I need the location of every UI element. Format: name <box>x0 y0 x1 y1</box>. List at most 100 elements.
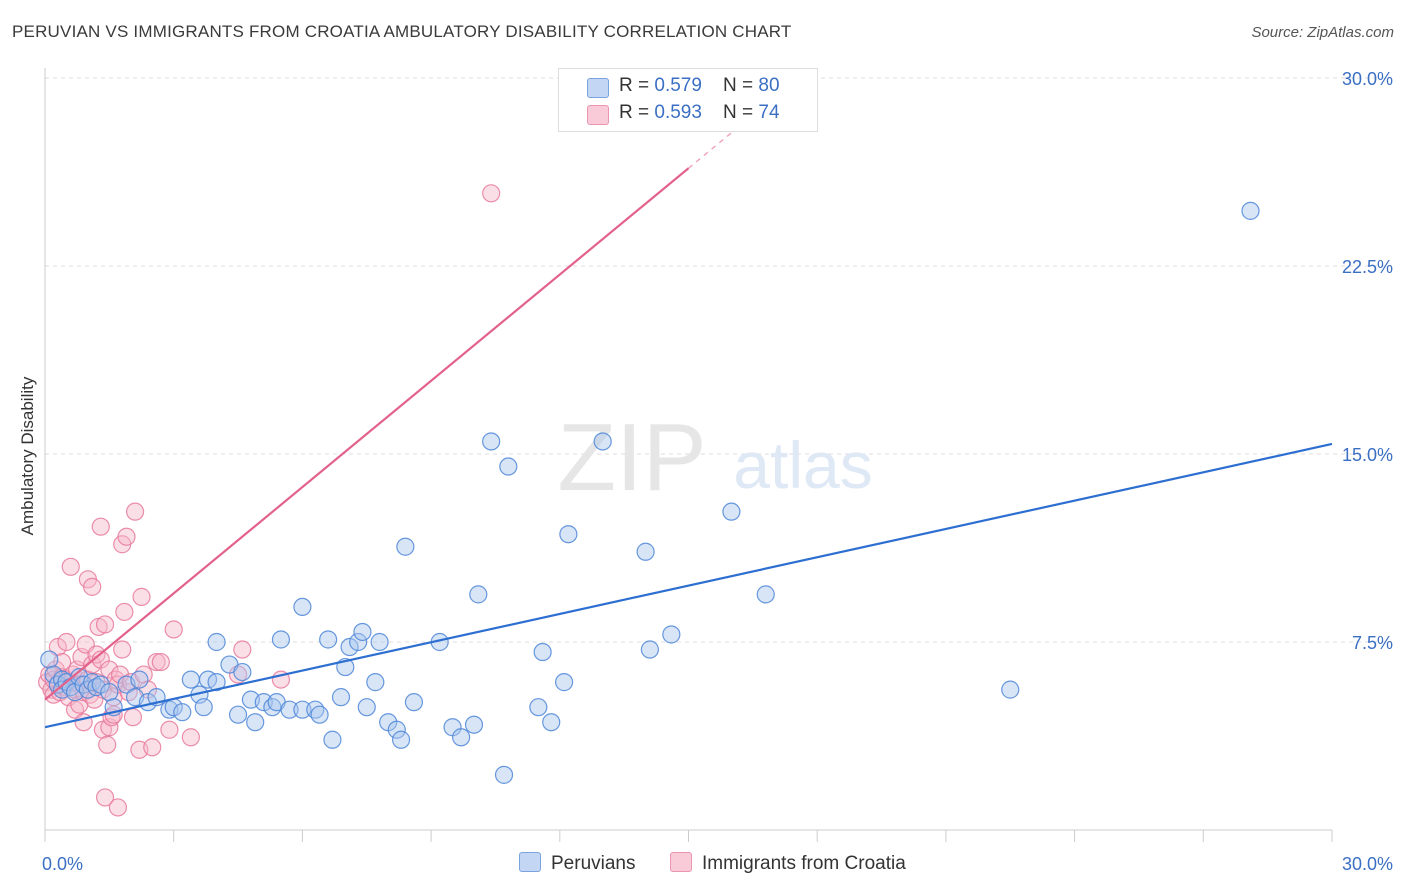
source-label: Source: ZipAtlas.com <box>1251 24 1394 41</box>
data-point-peruvian <box>100 683 119 702</box>
data-point-croatia <box>151 652 170 672</box>
data-point-croatia <box>91 517 110 536</box>
data-point-peruvian <box>357 698 376 717</box>
data-point-peruvian <box>662 625 681 644</box>
data-point-peruvian <box>722 502 741 521</box>
trend-line-peruvians <box>44 442 1333 729</box>
data-point-peruvian <box>310 705 329 724</box>
x-ticks <box>44 830 1333 842</box>
data-point-croatia <box>233 640 252 659</box>
data-point-peruvian <box>469 585 488 604</box>
data-point-croatia <box>123 708 143 727</box>
legend-r-value: 0.593 <box>654 102 702 123</box>
data-point-croatia <box>147 652 166 672</box>
data-point-peruvian <box>254 693 273 712</box>
data-point-croatia <box>113 640 132 659</box>
data-point-peruvian <box>636 542 655 561</box>
data-point-peruvian <box>40 650 59 669</box>
data-point-peruvian <box>246 713 265 732</box>
data-point-croatia <box>482 184 501 203</box>
x-tick-label-max: 30.0% <box>1342 854 1393 874</box>
data-point-peruvian <box>228 705 248 724</box>
data-point-croatia <box>125 502 145 521</box>
data-point-peruvian <box>323 730 342 749</box>
data-point-peruvian <box>331 688 351 707</box>
legend-r-label: R = <box>619 102 655 123</box>
data-point-croatia <box>181 728 200 747</box>
data-point-croatia <box>74 713 93 732</box>
data-point-croatia <box>48 637 67 657</box>
data-point-peruvian <box>366 673 385 692</box>
data-point-peruvian <box>387 720 406 739</box>
data-point-croatia <box>108 798 128 817</box>
data-point-croatia <box>95 788 115 807</box>
data-point-peruvian <box>404 693 424 712</box>
data-point-peruvian <box>207 632 226 652</box>
data-point-peruvian <box>194 698 213 717</box>
watermark-zip: ZIP <box>557 404 706 511</box>
data-point-peruvian <box>554 673 574 692</box>
data-point-croatia <box>95 615 115 634</box>
legend-r-label: R = <box>619 75 655 96</box>
bottom-legend-swatch-peruvians <box>519 852 541 872</box>
data-point-croatia <box>132 587 151 606</box>
data-point-peruvian <box>542 713 561 732</box>
data-point-peruvian <box>482 432 501 451</box>
data-point-peruvian <box>207 673 226 692</box>
data-point-peruvian <box>130 670 149 689</box>
legend-swatch-peruvians <box>587 78 609 98</box>
data-point-croatia <box>115 602 134 622</box>
trend-line-croatia <box>44 167 690 701</box>
data-point-peruvian <box>293 700 312 719</box>
data-point-peruvian <box>396 537 415 556</box>
data-point-croatia <box>57 632 76 652</box>
bottom-legend-swatch-croatia <box>670 852 692 872</box>
legend-n-label: N = <box>723 102 759 123</box>
data-point-croatia <box>117 527 136 546</box>
data-point-peruvian <box>293 597 312 617</box>
data-point-peruvian <box>559 525 578 544</box>
y-tick-label: 22.5% <box>1342 257 1393 277</box>
bottom-legend-label-croatia: Immigrants from Croatia <box>702 853 906 874</box>
chart-title: PERUVIAN VS IMMIGRANTS FROM CROATIA AMBU… <box>12 22 792 41</box>
legend-r-value: 0.579 <box>654 75 702 96</box>
data-point-croatia <box>61 557 80 576</box>
data-point-peruvian <box>271 630 291 649</box>
y-tick-label: 30.0% <box>1342 69 1393 89</box>
data-point-peruvian <box>529 698 548 717</box>
legend-text-croatia: R = 0.593 N = 74 <box>619 102 780 124</box>
data-point-peruvian <box>391 730 411 749</box>
grid-lines <box>45 77 1392 643</box>
data-point-peruvian <box>593 432 612 451</box>
legend-n-label: N = <box>723 75 759 96</box>
data-point-croatia <box>160 720 179 739</box>
legend-n-value: 74 <box>758 102 780 123</box>
data-point-peruvian <box>452 728 471 747</box>
data-point-peruvian <box>173 703 192 722</box>
data-point-croatia <box>100 660 119 679</box>
data-point-peruvian <box>349 632 368 652</box>
x-tick-label-min: 0.0% <box>42 854 83 874</box>
bottom-legend-croatia: Immigrants from Croatia <box>670 852 906 875</box>
legend: R = 0.579 N = 80 R = 0.593 N = 74 <box>558 68 818 132</box>
data-point-peruvian <box>756 585 775 604</box>
data-point-peruvian <box>353 622 372 642</box>
watermark-atlas: atlas <box>733 428 872 502</box>
bottom-legend-peruvians: Peruvians <box>519 852 636 875</box>
data-point-peruvian <box>499 457 518 476</box>
data-point-croatia <box>164 620 183 639</box>
data-point-croatia <box>98 735 117 754</box>
data-point-peruvian <box>1001 680 1020 699</box>
data-point-peruvian <box>494 765 514 784</box>
watermark: ZIP atlas <box>557 404 872 511</box>
y-tick-label: 15.0% <box>1342 445 1393 465</box>
legend-n-value: 80 <box>758 75 780 96</box>
data-point-peruvian <box>233 662 252 682</box>
series-croatia <box>38 184 501 817</box>
data-point-peruvian <box>533 642 552 662</box>
data-point-peruvian <box>319 630 338 649</box>
data-point-peruvian <box>370 632 389 652</box>
data-point-peruvian <box>340 637 359 657</box>
data-point-peruvian <box>181 670 200 689</box>
